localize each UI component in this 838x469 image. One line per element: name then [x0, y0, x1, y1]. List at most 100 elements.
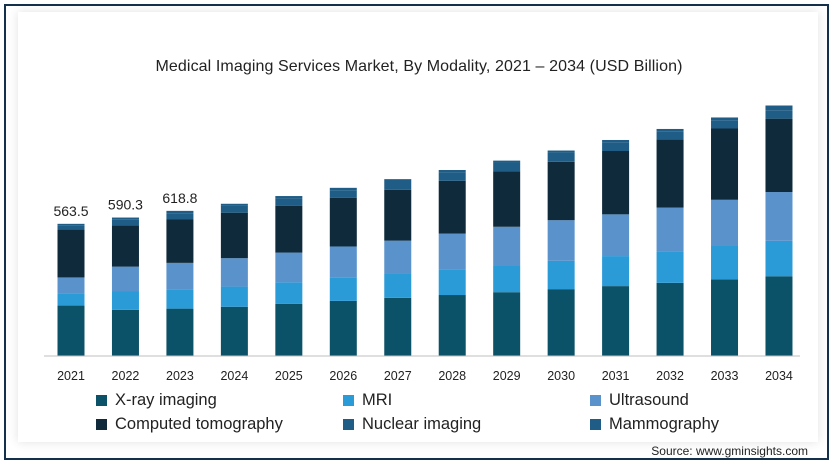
- bar-segment-x-ray-imaging-2028: [438, 295, 466, 356]
- bar-segment-x-ray-imaging-2032: [656, 282, 684, 356]
- source-note: Source: www.gminsights.com: [651, 444, 808, 458]
- legend-item-xray: X-ray imaging: [96, 391, 217, 410]
- legend-label: X-ray imaging: [115, 391, 217, 409]
- legend-swatch: [96, 419, 107, 430]
- bar-segment-nuclear-imaging-2021: [57, 225, 85, 230]
- bar-segment-ultrasound-2031: [602, 214, 630, 257]
- bar-segment-mammography-2028: [438, 170, 466, 173]
- x-tick-label: 2021: [57, 369, 85, 383]
- bar-segment-x-ray-imaging-2027: [384, 297, 412, 356]
- bar-segment-x-ray-imaging-2033: [711, 279, 739, 356]
- x-tick-label: 2028: [438, 369, 466, 383]
- bar-segment-computed-tomography-2023: [166, 219, 194, 263]
- bar-segment-mri-2023: [166, 289, 194, 309]
- bar-segment-nuclear-imaging-2023: [166, 213, 194, 220]
- bar-segment-nuclear-imaging-2022: [111, 219, 139, 226]
- bar-segment-mri-2034: [765, 240, 793, 277]
- x-tick-label: 2031: [602, 369, 630, 383]
- bar-segment-nuclear-imaging-2026: [329, 190, 357, 198]
- bar-segment-mri-2025: [275, 282, 303, 304]
- x-tick-label: 2029: [493, 369, 521, 383]
- bar-segment-ultrasound-2030: [547, 220, 575, 261]
- bar-segment-x-ray-imaging-2026: [329, 300, 357, 356]
- legend-label: Ultrasound: [609, 391, 689, 409]
- x-tick-label: 2024: [220, 369, 248, 383]
- chart-title: Medical Imaging Services Market, By Moda…: [155, 58, 683, 75]
- bar-segment-x-ray-imaging-2029: [493, 292, 521, 356]
- bar-segment-nuclear-imaging-2024: [220, 205, 248, 213]
- bar-segment-nuclear-imaging-2025: [275, 198, 303, 206]
- bar-segment-nuclear-imaging-2031: [602, 142, 630, 152]
- bar-segment-ultrasound-2023: [166, 262, 194, 290]
- bar-segment-ultrasound-2029: [493, 226, 521, 266]
- bar-segment-mammography-2022: [111, 217, 139, 220]
- bar-segment-computed-tomography-2030: [547, 161, 575, 221]
- bar-segment-computed-tomography-2026: [329, 197, 357, 247]
- bar-segment-mammography-2032: [656, 128, 684, 132]
- bar-segment-nuclear-imaging-2029: [493, 162, 521, 172]
- x-tick-label: 2022: [112, 369, 140, 383]
- bar-segment-mri-2029: [493, 265, 521, 293]
- bar-segment-ultrasound-2024: [220, 258, 248, 287]
- bar-segment-computed-tomography-2021: [57, 229, 85, 278]
- bar-segment-nuclear-imaging-2030: [547, 152, 575, 162]
- bar-segment-mri-2026: [329, 277, 357, 301]
- bar-segment-ultrasound-2034: [765, 192, 793, 241]
- total-value-label: 563.5: [53, 203, 88, 219]
- bar-segment-mammography-2030: [547, 150, 575, 153]
- bar-segment-ultrasound-2025: [275, 252, 303, 283]
- chart-card: [18, 12, 818, 442]
- legend-label: Nuclear imaging: [362, 415, 482, 433]
- bar-segment-computed-tomography-2028: [438, 180, 466, 234]
- bar-segment-computed-tomography-2025: [275, 205, 303, 253]
- bar-segment-computed-tomography-2033: [711, 128, 739, 200]
- bar-segment-nuclear-imaging-2033: [711, 120, 739, 129]
- bar-segment-ultrasound-2032: [656, 207, 684, 252]
- legend-swatch: [343, 395, 354, 406]
- x-tick-label: 2023: [166, 369, 194, 383]
- total-value-label: 618.8: [162, 190, 197, 206]
- bar-segment-mammography-2033: [711, 117, 739, 121]
- legend-item-computed-tomography: Computed tomography: [96, 415, 283, 434]
- bar-segment-computed-tomography-2032: [656, 139, 684, 208]
- bar-segment-nuclear-imaging-2028: [438, 172, 466, 181]
- legend-swatch: [590, 395, 601, 406]
- bar-segment-mammography-2025: [275, 196, 303, 199]
- x-tick-label: 2032: [656, 369, 684, 383]
- bar-segment-mri-2028: [438, 269, 466, 296]
- legend-swatch: [96, 395, 107, 406]
- x-tick-label: 2034: [765, 369, 793, 383]
- bar-segment-x-ray-imaging-2034: [765, 276, 793, 356]
- bar-segment-mri-2022: [111, 291, 139, 310]
- bar-segment-x-ray-imaging-2023: [166, 308, 194, 356]
- bar-segment-ultrasound-2026: [329, 246, 357, 278]
- bar-segment-ultrasound-2022: [111, 266, 139, 292]
- bar-segment-x-ray-imaging-2022: [111, 309, 139, 356]
- bar-segment-ultrasound-2021: [57, 277, 85, 294]
- legend-swatch: [590, 419, 601, 430]
- bar-segment-computed-tomography-2029: [493, 171, 521, 227]
- bar-segment-mammography-2021: [57, 223, 85, 226]
- total-labels: 563.5 590.3 618.8: [53, 190, 197, 219]
- bar-segment-computed-tomography-2027: [384, 189, 412, 241]
- bar-segment-mammography-2026: [329, 187, 357, 191]
- bar-segment-x-ray-imaging-2030: [547, 289, 575, 356]
- legend-item-ultrasound: Ultrasound: [590, 391, 689, 410]
- bar-segment-nuclear-imaging-2027: [384, 181, 412, 190]
- x-tick-label: 2025: [275, 369, 303, 383]
- bars-layer: [57, 105, 793, 356]
- legend-label: MRI: [362, 391, 393, 409]
- bar-segment-ultrasound-2033: [711, 199, 739, 246]
- bar-segment-mri-2032: [656, 251, 684, 283]
- bar-segment-nuclear-imaging-2032: [656, 131, 684, 140]
- bar-segment-ultrasound-2028: [438, 233, 466, 270]
- bar-segment-mammography-2023: [166, 210, 194, 214]
- x-tick-label: 2030: [547, 369, 575, 383]
- bar-segment-mri-2033: [711, 246, 739, 280]
- bar-segment-x-ray-imaging-2025: [275, 303, 303, 356]
- bar-segment-mammography-2029: [493, 160, 521, 163]
- bar-segment-computed-tomography-2034: [765, 118, 793, 193]
- legend-item-mammography: Mammography: [590, 415, 719, 434]
- bar-segment-mammography-2027: [384, 179, 412, 182]
